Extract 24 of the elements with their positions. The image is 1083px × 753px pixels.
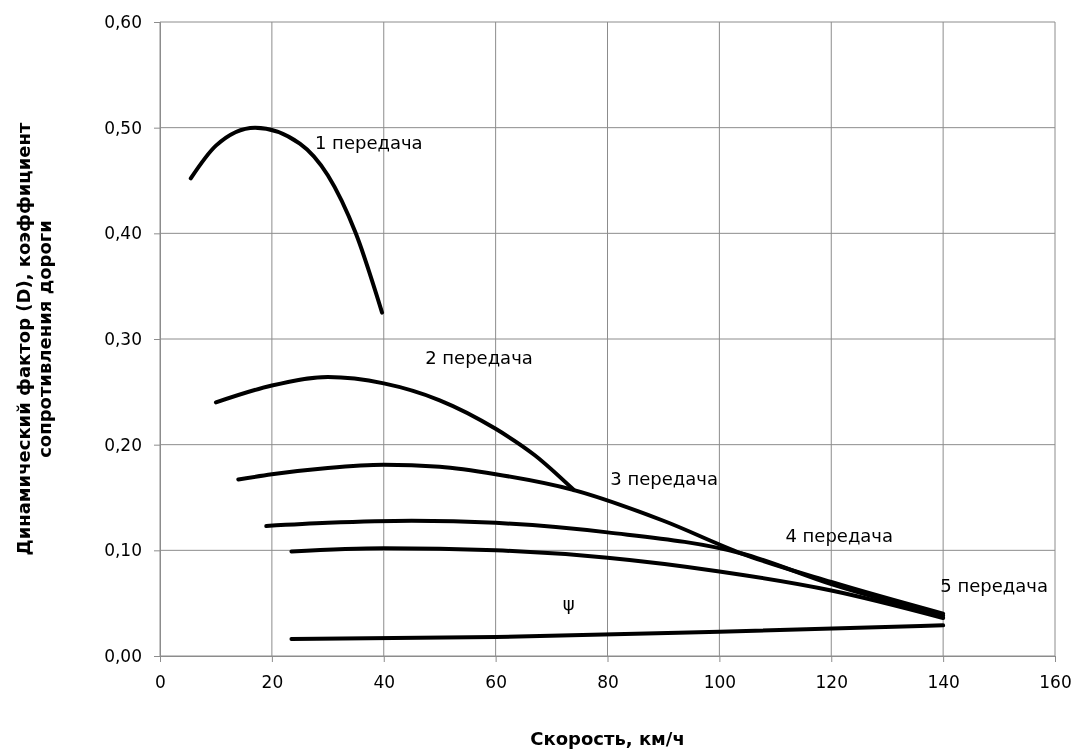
series-label: 5 передача <box>940 574 1048 596</box>
x-tick-label: 0 <box>155 672 166 693</box>
x-tick-label: 120 <box>815 672 848 693</box>
x-tick-label: 140 <box>927 672 960 693</box>
x-tick-label: 40 <box>373 672 396 693</box>
x-tick-label: 100 <box>703 672 737 693</box>
series-label: ψ <box>562 592 575 614</box>
series-label: 3 передача <box>610 467 718 489</box>
series-label: 2 передача <box>425 347 533 369</box>
y-tick-label: 0,40 <box>104 223 142 244</box>
y-tick-label: 0,30 <box>104 328 142 349</box>
x-tick-label: 160 <box>1039 672 1072 693</box>
x-axis-title: Скорость, км/ч <box>530 728 685 749</box>
series-label: 1 передача <box>314 131 423 153</box>
x-tick-label: 60 <box>485 672 507 693</box>
y-tick-label: 0,50 <box>104 117 142 138</box>
y-tick-label: 0,10 <box>104 540 142 561</box>
y-tick-label: 0,20 <box>104 434 142 455</box>
x-tick-label: 20 <box>261 672 284 693</box>
y-axis-title: Динамический фактор (D), коэффициент сопротивления дороги <box>13 122 55 556</box>
x-tick-label: 80 <box>597 672 619 693</box>
series-label: 4 передача <box>785 524 894 546</box>
y-tick-label: 0,60 <box>104 11 142 32</box>
y-tick-label: 0,00 <box>104 645 142 666</box>
